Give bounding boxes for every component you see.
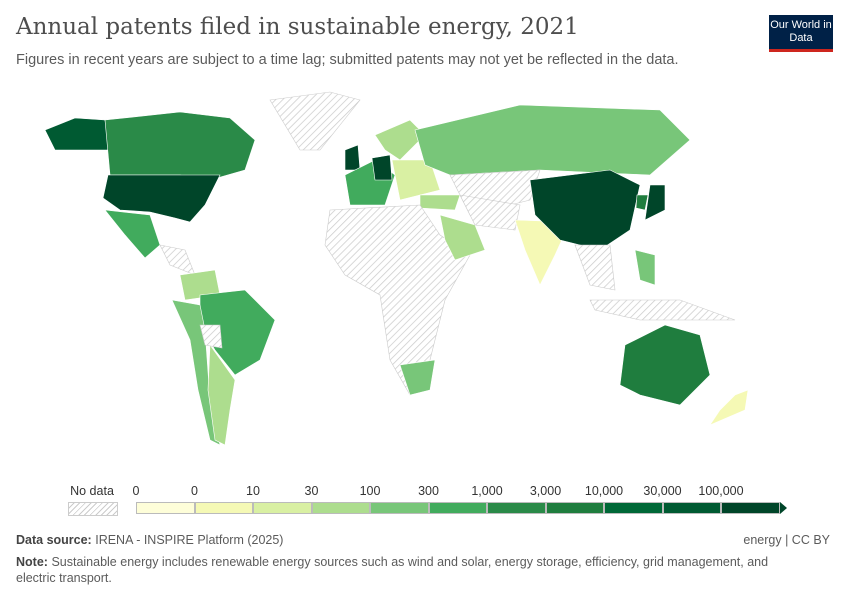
legend-label: 10 bbox=[246, 484, 260, 498]
legend-bin[interactable] bbox=[604, 502, 663, 514]
legend-label: 30,000 bbox=[643, 484, 681, 498]
legend: No data 0 0 10 30 100 300 1,000 3,000 10,000 30,0… bbox=[0, 480, 850, 520]
japan bbox=[645, 185, 665, 220]
philippines bbox=[635, 250, 655, 285]
indonesia bbox=[590, 300, 735, 320]
mexico bbox=[105, 210, 160, 258]
legend-bin[interactable] bbox=[429, 502, 488, 514]
southeast-asia bbox=[575, 245, 615, 290]
legend-no-data-label: No data bbox=[70, 484, 114, 498]
scandinavia bbox=[375, 120, 425, 160]
legend-label: 0 bbox=[191, 484, 198, 498]
uk bbox=[345, 145, 360, 170]
australia bbox=[620, 325, 710, 405]
russia bbox=[415, 105, 690, 175]
legend-label: 100,000 bbox=[698, 484, 743, 498]
legend-label: 1,000 bbox=[471, 484, 502, 498]
legend-bin[interactable] bbox=[253, 502, 312, 514]
legend-bin[interactable] bbox=[136, 502, 195, 514]
legend-bin[interactable] bbox=[370, 502, 429, 514]
legend-label: 100 bbox=[360, 484, 381, 498]
note-text: Sustainable energy includes renewable en… bbox=[16, 555, 768, 585]
korea bbox=[636, 195, 648, 210]
world-map[interactable] bbox=[0, 80, 850, 480]
license[interactable]: energy | CC BY bbox=[743, 533, 830, 547]
legend-arrow bbox=[780, 502, 787, 514]
chart-subtitle: Figures in recent years are subject to a… bbox=[16, 52, 679, 68]
data-source: Data source: IRENA - INSPIRE Platform (2… bbox=[16, 533, 283, 547]
canada bbox=[105, 112, 255, 180]
legend-bin[interactable] bbox=[195, 502, 254, 514]
legend-label: 300 bbox=[418, 484, 439, 498]
legend-bin[interactable] bbox=[546, 502, 605, 514]
legend-no-data-swatch[interactable] bbox=[68, 502, 118, 516]
legend-bin[interactable] bbox=[487, 502, 546, 514]
new-zealand bbox=[710, 390, 748, 425]
south-africa bbox=[400, 360, 435, 395]
legend-bin[interactable] bbox=[312, 502, 371, 514]
chart-title: Annual patents filed in sustainable ener… bbox=[16, 14, 579, 40]
germany bbox=[372, 155, 392, 180]
legend-label: 10,000 bbox=[585, 484, 623, 498]
note-label: Note: bbox=[16, 555, 48, 569]
owid-logo[interactable]: Our World in Data bbox=[769, 15, 833, 52]
legend-label: 3,000 bbox=[530, 484, 561, 498]
legend-label: 30 bbox=[305, 484, 319, 498]
central-america-caribbean bbox=[160, 245, 195, 275]
turkey bbox=[420, 195, 460, 210]
note: Note: Sustainable energy includes renewa… bbox=[16, 554, 796, 586]
greenland bbox=[270, 92, 360, 150]
legend-bin[interactable] bbox=[721, 502, 780, 514]
alaska bbox=[45, 118, 110, 150]
source-label: Data source: bbox=[16, 533, 92, 547]
legend-label: 0 bbox=[133, 484, 140, 498]
source-text[interactable]: IRENA - INSPIRE Platform (2025) bbox=[95, 533, 283, 547]
legend-bin[interactable] bbox=[663, 502, 722, 514]
